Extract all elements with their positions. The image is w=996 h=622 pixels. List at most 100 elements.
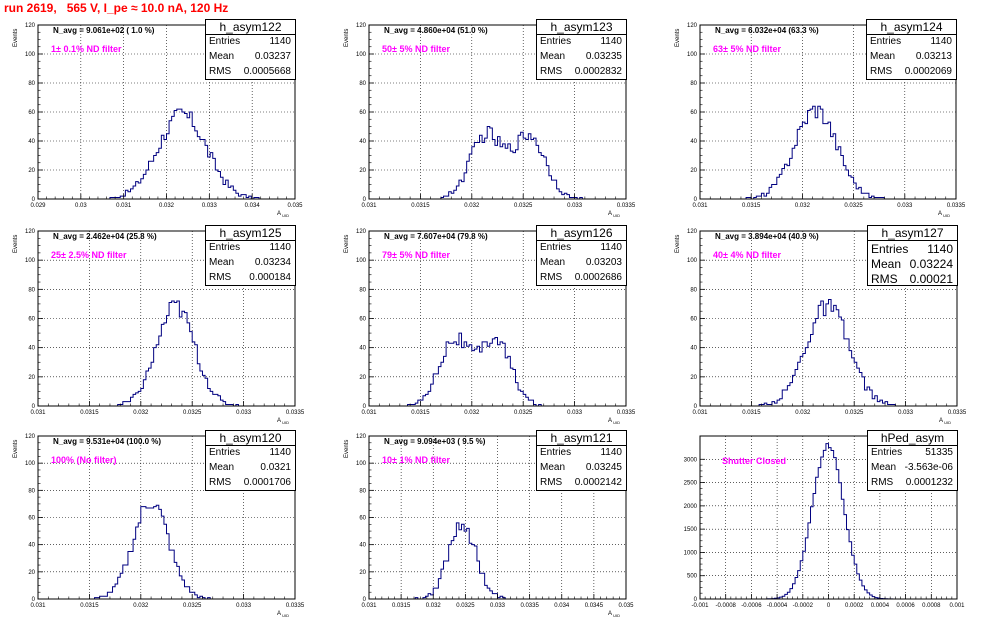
x-tick-label: 0.0345 [585,603,604,609]
histogram-title: h_asym124 [866,19,957,35]
histogram-title: h_asym122 [205,19,296,35]
stats-row-mean: Mean 0.03237 [206,51,295,66]
y-tick-label: 60 [359,317,366,323]
y-tick-label: 100 [25,461,36,467]
x-tick-label: 0.032 [464,410,480,416]
y-tick-label: 0 [694,197,698,203]
stats-key: RMS [209,272,232,283]
x-axis-label-main: A [277,611,282,617]
histogram-panel-h_asym120: 0.031 0.0315 0.032 0.0325 0.033 0.0335 0 20 40 60… [0,429,331,622]
stats-key: RMS [870,66,893,77]
stats-value: 51335 [925,447,953,458]
x-tick-label: 0.033 [567,203,583,209]
stats-key: Mean [540,51,566,62]
x-tick-label: 0.034 [245,203,261,209]
y-tick-label: 120 [25,434,36,440]
y-tick-label: 40 [28,139,35,145]
histogram-series-h_asym121 [369,522,626,600]
y-tick-label: 20 [690,375,697,381]
stats-key: RMS [540,66,563,77]
stats-value: 1140 [269,242,291,253]
x-tick-label: 0.0315 [742,410,761,416]
stats-key: RMS [540,477,563,488]
stats-row-mean: Mean 0.03213 [867,51,956,66]
histogram-title: h_asym120 [205,430,296,446]
x-tick-label: 0.0335 [617,203,636,209]
n-avg-annotation: N_avg = 9.061e+02 ( 1.0 %) [53,26,155,35]
x-tick-label: 0.031 [692,203,708,209]
stats-value: 0.03203 [585,257,622,268]
x-axis-label-sub: UID [281,420,290,426]
stats-key: RMS [871,272,898,286]
stats-row-rms: RMS 0.0001232 [868,477,957,492]
x-tick-label: 0.0325 [514,203,533,209]
histogram-plot-h_asym120: 0.031 0.0315 0.032 0.0325 0.033 0.0335 0 20 40 60… [25,434,305,609]
x-tick-label: 0.033 [236,410,252,416]
y-tick-label: 0 [32,404,36,410]
x-tick-label: 0.033 [236,603,252,609]
histogram-plot-hPed_asym: -0.001 -0.0008 -0.0006 -0.0004 -0.0002 0 0.000… [684,435,965,609]
y-tick-label: 2500 [684,481,698,487]
y-tick-label: 100 [356,461,367,467]
x-axis-label: A UID [939,418,951,425]
stats-box: Entries 1140 Mean 0.03234 RMS 0.000184 [205,240,296,286]
x-axis-label: A UID [938,211,950,218]
histogram-panel-h_asym123: 0.031 0.0315 0.032 0.0325 0.033 0.0335 0 20 40 60… [331,18,662,224]
y-tick-label: 0 [363,197,367,203]
x-tick-label: 0.03 [75,203,87,209]
n-avg-annotation: N_avg = 4.860e+04 (51.0 %) [384,26,488,35]
stats-value: 0.00021 [909,272,953,286]
y-axis-label: Events [675,28,681,47]
histogram-title: h_asym121 [536,430,627,446]
x-tick-label: -0.0004 [767,603,788,609]
x-axis-label: A UID [277,611,289,618]
stats-value: 0.03235 [585,51,622,62]
y-tick-label: 80 [28,488,35,494]
x-axis-label-sub: UID [612,420,621,426]
y-tick-label: 40 [359,543,366,549]
stats-value: 0.0005668 [243,66,291,77]
stats-value: 1140 [600,242,622,253]
x-tick-label: 0.0325 [456,603,475,609]
x-tick-label: 0.032 [795,410,811,416]
histogram-panel-h_asym121: 0.031 0.0315 0.032 0.0325 0.033 0.0335 0.034 0.… [331,429,662,622]
y-axis-label: Events [344,234,350,253]
x-tick-label: 0.0325 [845,410,864,416]
y-tick-label: 100 [356,258,367,264]
filter-label: 100% (No filter) [51,455,117,465]
y-tick-label: 80 [359,488,366,494]
y-tick-label: 60 [28,516,35,522]
histogram-plot-h_asym121: 0.031 0.0315 0.032 0.0325 0.033 0.0335 0.034 0.… [356,434,634,609]
y-tick-label: 0 [694,404,698,410]
stats-row-rms: RMS 0.0001706 [206,477,295,492]
y-tick-label: 80 [28,287,35,293]
x-tick-label: 0.035 [618,603,634,609]
stats-value: 0.0002142 [574,477,622,488]
x-axis-label-sub: UID [943,420,952,426]
x-tick-label: 0.033 [490,603,506,609]
x-axis-label-sub: UID [281,613,290,619]
y-tick-label: 120 [687,229,698,235]
stats-key: Entries [540,36,572,47]
y-tick-label: 80 [690,287,697,293]
x-tick-label: 0.032 [795,203,811,209]
stats-key: Entries [209,36,241,47]
y-axis-label: Events [344,439,350,458]
x-tick-label: 0.031 [30,410,46,416]
stats-key: Entries [540,242,572,253]
y-tick-label: 100 [687,52,698,58]
y-tick-label: 1500 [684,527,698,533]
stats-row-entries: Entries 1140 [206,447,295,462]
stats-row-entries: Entries 1140 [868,242,957,257]
histogram-panel-hPed_asym: -0.001 -0.0008 -0.0006 -0.0004 -0.0002 0 0.000… [662,429,993,622]
y-tick-label: 0 [32,197,36,203]
stats-row-entries: Entries 1140 [537,36,626,51]
stats-value: 1140 [269,447,291,458]
filter-label: 40± 4% ND filter [713,250,781,260]
histogram-series-h_asym126 [369,332,626,407]
stats-row-rms: RMS 0.000184 [206,272,295,287]
stats-row-entries: Entries 51335 [868,447,957,462]
stats-row-mean: Mean 0.03203 [537,257,626,272]
x-tick-label: 0.031 [116,203,132,209]
x-axis-label-main: A [608,611,613,617]
